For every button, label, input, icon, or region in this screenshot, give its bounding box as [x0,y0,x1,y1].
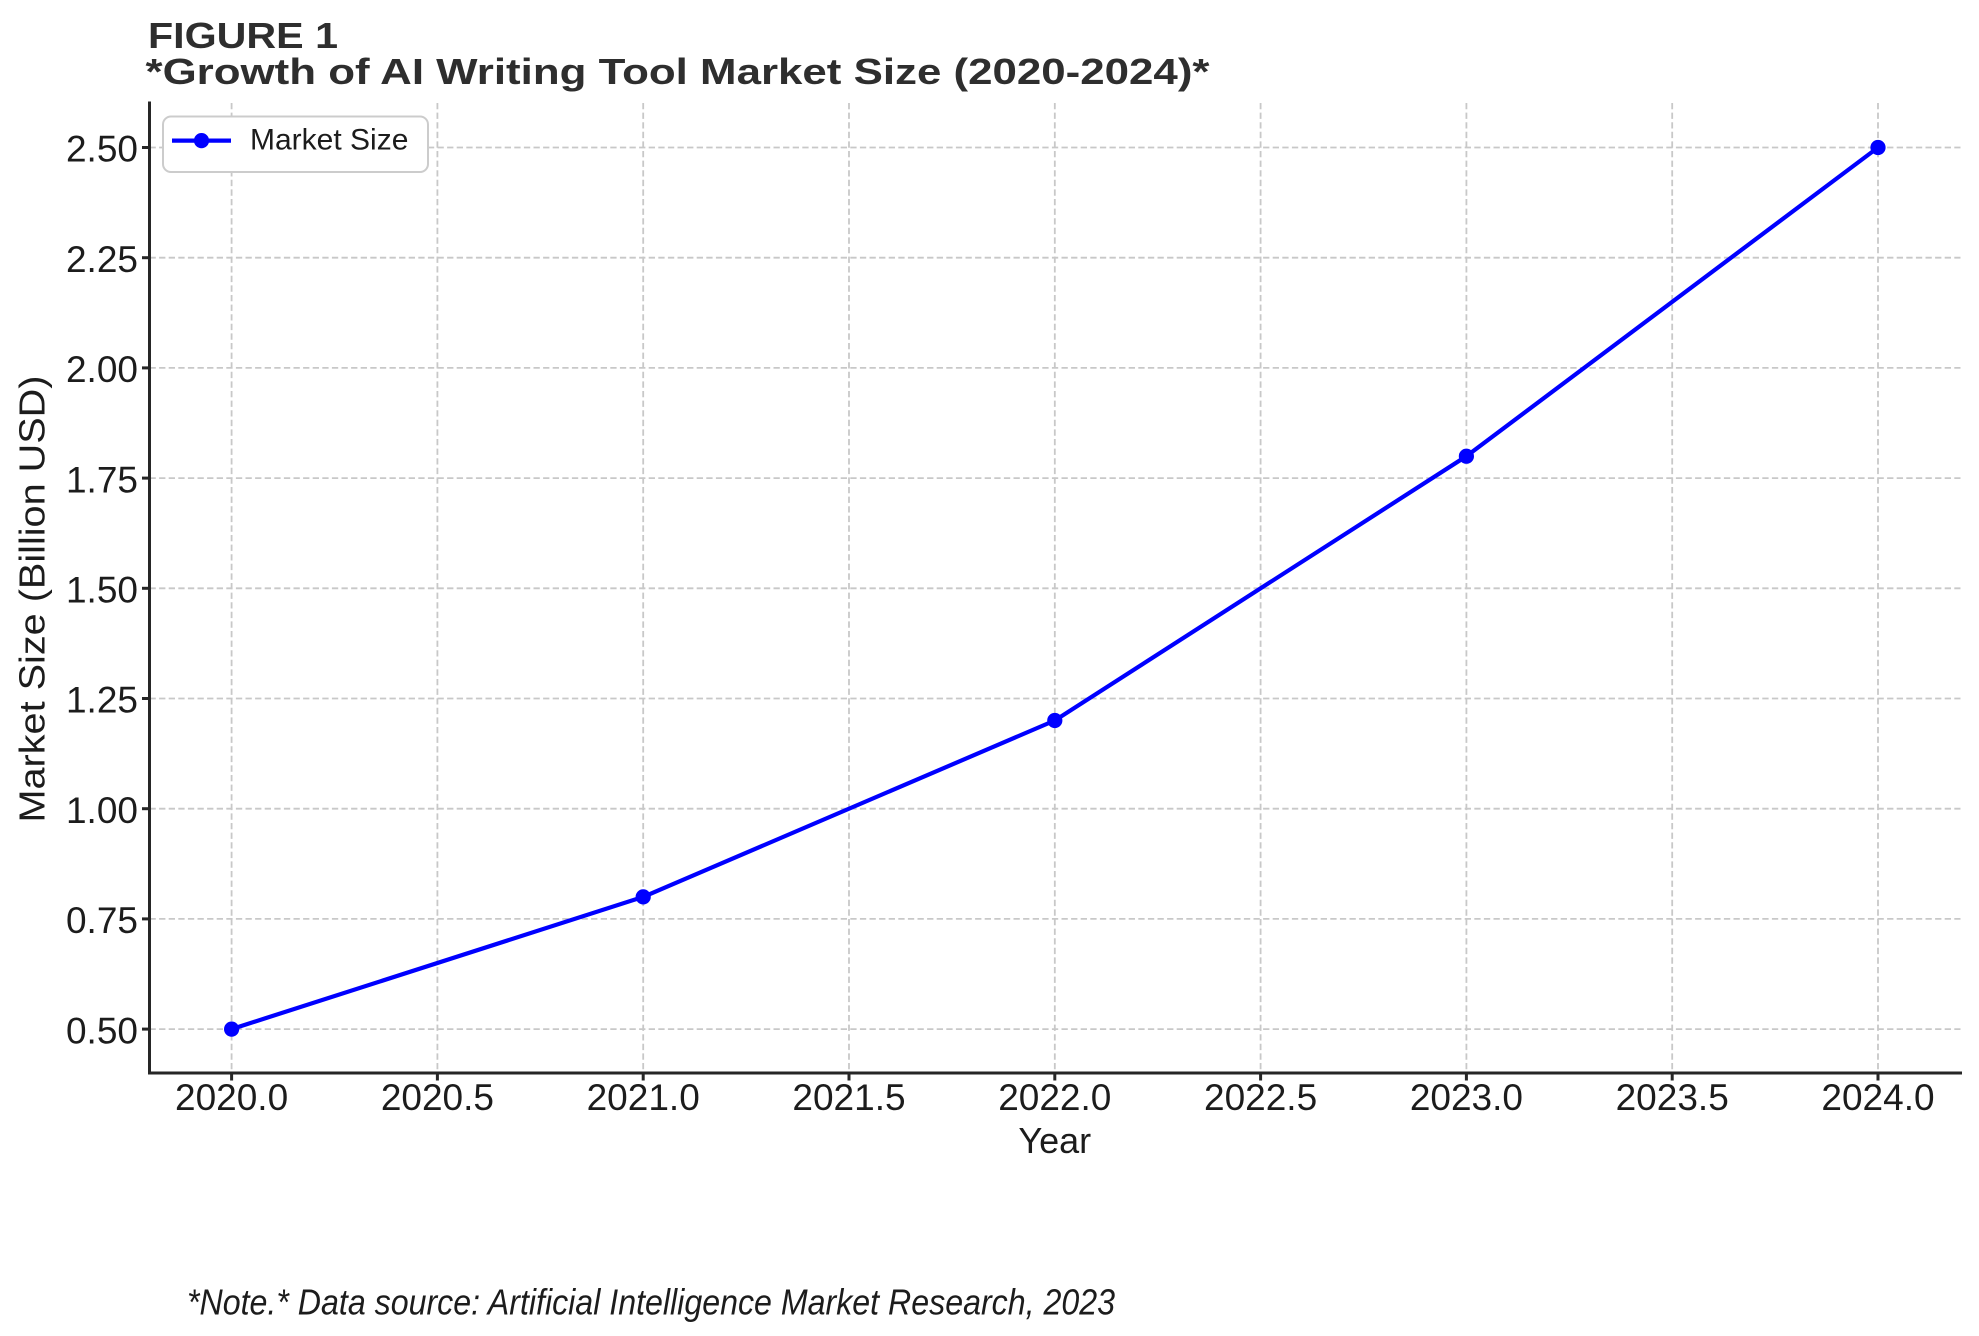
svg-text:1.25: 1.25 [66,680,138,721]
svg-text:2020.0: 2020.0 [175,1077,288,1118]
svg-text:Year: Year [1018,1120,1091,1161]
svg-text:FIGURE 1: FIGURE 1 [148,15,338,56]
svg-text:2.00: 2.00 [66,349,138,390]
svg-text:1.50: 1.50 [66,570,138,611]
svg-text:1.00: 1.00 [66,790,138,831]
svg-text:2022.0: 2022.0 [998,1077,1111,1118]
svg-text:0.75: 0.75 [66,900,138,941]
svg-text:2021.0: 2021.0 [587,1077,700,1118]
svg-text:*Growth of AI Writing Tool Mar: *Growth of AI Writing Tool Market Size (… [146,51,1210,92]
svg-text:1.75: 1.75 [66,459,138,500]
svg-text:2024.0: 2024.0 [1821,1077,1934,1118]
svg-text:2.50: 2.50 [66,129,138,170]
svg-text:2023.5: 2023.5 [1616,1077,1729,1118]
svg-text:2021.5: 2021.5 [792,1077,905,1118]
svg-text:2020.5: 2020.5 [381,1077,494,1118]
svg-text:2023.0: 2023.0 [1410,1077,1523,1118]
svg-text:0.50: 0.50 [66,1010,138,1051]
svg-text:Market Size: Market Size [250,124,408,157]
svg-text:*Note.* Data source: Artificia: *Note.* Data source: Artificial Intellig… [187,1282,1115,1323]
svg-text:2.25: 2.25 [66,239,138,280]
svg-text:2022.5: 2022.5 [1204,1077,1317,1118]
svg-text:Market Size (Billion USD): Market Size (Billion USD) [12,376,53,823]
